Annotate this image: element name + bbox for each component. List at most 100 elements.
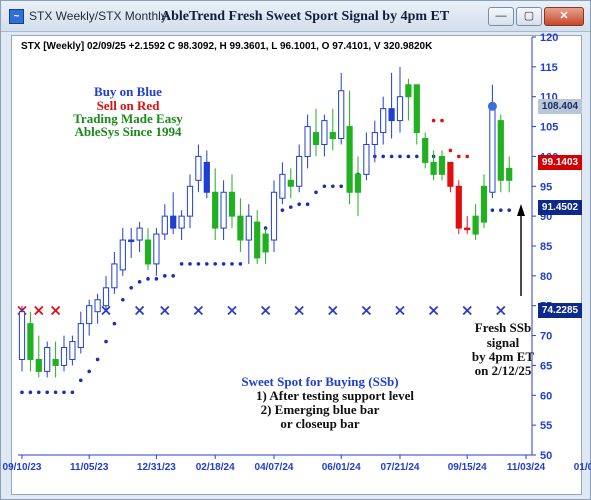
x-tick-label: 02/18/24 xyxy=(196,462,235,473)
stop-dot xyxy=(121,297,125,302)
candle-body xyxy=(413,84,420,134)
cross-marker xyxy=(428,305,439,316)
legend-trading-made-easy: Trading Made Easy xyxy=(73,111,183,126)
stop-dot xyxy=(129,286,133,290)
stop-dot xyxy=(104,339,108,344)
cross-marker xyxy=(134,305,145,316)
stop-dot xyxy=(331,184,335,189)
stop-dot xyxy=(381,154,386,159)
maximize-button[interactable]: ▢ xyxy=(516,7,542,26)
signal-arrow-head xyxy=(517,204,525,216)
candle-body xyxy=(464,227,471,231)
candle-body xyxy=(430,161,437,175)
candle-body xyxy=(371,132,378,145)
stop-dot-red xyxy=(440,118,444,123)
ssb-line2: 2) Emerging blue bar xyxy=(260,402,380,417)
ssb-line3: or closeup bar xyxy=(280,416,360,431)
cross-marker xyxy=(361,305,372,316)
minimize-button[interactable]: — xyxy=(488,7,514,26)
cross-marker xyxy=(160,305,170,316)
stop-dot-red xyxy=(431,118,436,123)
candle-body xyxy=(380,108,387,134)
stop-dot xyxy=(221,262,226,266)
candle-body xyxy=(186,185,194,217)
close-button[interactable]: ✕ xyxy=(544,7,584,26)
stop-dot xyxy=(322,184,327,189)
candle-body xyxy=(363,143,370,175)
x-tick-label: 12/31/23 xyxy=(137,462,176,473)
stop-dot xyxy=(79,378,83,383)
x-tick-label: 11/05/23 xyxy=(70,462,109,473)
candle-body xyxy=(321,120,328,145)
cross-marker xyxy=(328,305,338,316)
candle-body xyxy=(237,215,244,241)
y-tick-label: 120 xyxy=(540,32,558,44)
y-tick-label: 65 xyxy=(540,360,552,372)
candle-body xyxy=(119,239,126,271)
candle-body xyxy=(480,185,488,223)
candle-body xyxy=(170,215,177,229)
candle-body xyxy=(27,323,34,360)
price-tag: 99.1403 xyxy=(538,154,582,170)
stop-dot xyxy=(297,202,302,206)
candle-body xyxy=(254,221,261,259)
x-tick-label: 09/15/24 xyxy=(448,462,487,473)
candle-body xyxy=(18,311,26,360)
y-tick-label: 85 xyxy=(540,241,552,253)
chart-app-icon: ~ xyxy=(9,9,24,24)
y-tick-label: 105 xyxy=(540,122,558,134)
ohlc-info-bar: STX [Weekly] 02/09/25 +2.1592 C 98.3092,… xyxy=(21,41,433,52)
cross-marker xyxy=(50,305,61,316)
candle-body xyxy=(405,84,412,98)
fresh-line1: Fresh SSb xyxy=(474,320,532,335)
stop-dot xyxy=(37,390,41,395)
stop-dot xyxy=(339,184,344,189)
candle-body xyxy=(329,132,336,140)
y-tick-label: 70 xyxy=(540,331,552,343)
stop-dot xyxy=(490,208,495,212)
cross-marker xyxy=(227,305,237,316)
stop-dot xyxy=(415,154,419,159)
candle-body xyxy=(35,358,42,372)
window-title: STX Weekly/STX Monthly xyxy=(29,9,167,23)
stop-dot xyxy=(87,369,91,374)
y-tick-label: 50 xyxy=(540,450,552,462)
stop-dot xyxy=(146,277,150,281)
candle-body xyxy=(489,108,496,193)
candle-body xyxy=(422,138,429,163)
candle-body xyxy=(220,191,227,229)
y-tick-label: 95 xyxy=(540,181,552,193)
stop-dot xyxy=(213,262,217,266)
candle-body xyxy=(447,161,454,187)
candle-body xyxy=(296,155,303,187)
candle-body xyxy=(136,227,143,241)
title-bar[interactable]: ~ STX Weekly/STX Monthly AbleTrend Fresh… xyxy=(1,1,590,32)
y-tick-label: 80 xyxy=(540,271,552,283)
cross-marker xyxy=(294,305,304,316)
stop-dot xyxy=(314,190,318,195)
candle-body xyxy=(178,215,185,229)
candle-body xyxy=(438,155,446,175)
candle-body xyxy=(44,347,51,372)
cross-marker xyxy=(34,305,44,316)
stop-dot xyxy=(95,357,100,362)
candle-body xyxy=(161,215,168,235)
candle-body xyxy=(312,132,320,145)
candle-body xyxy=(270,191,278,241)
stop-dot-red xyxy=(457,154,461,159)
stop-dot xyxy=(188,262,192,266)
candle-body xyxy=(111,263,118,289)
cross-marker xyxy=(193,305,204,316)
stop-dot-red xyxy=(465,154,470,159)
x-tick-label: 01/01/25 xyxy=(574,462,591,473)
candle-body xyxy=(60,347,68,366)
cross-marker xyxy=(395,305,405,316)
candle-body xyxy=(346,126,353,193)
candle-body xyxy=(203,161,210,193)
candle-body xyxy=(279,173,286,199)
candle-body xyxy=(262,233,269,253)
candle-body xyxy=(506,167,513,181)
plot-area[interactable] xyxy=(11,35,582,495)
stop-dot xyxy=(179,262,184,266)
